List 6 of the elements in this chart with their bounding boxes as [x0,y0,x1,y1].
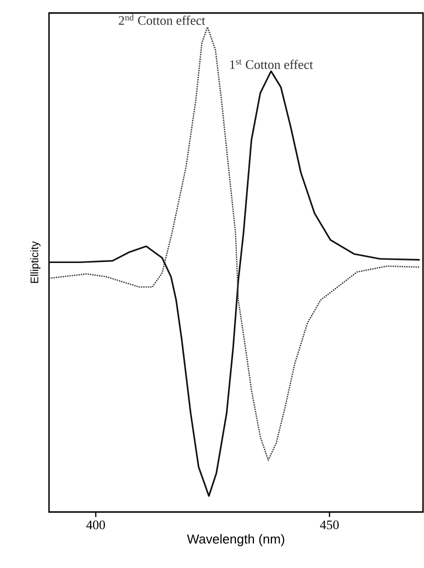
annotation: 1$^{st}$ Cotton effect [230,59,313,69]
x-tick-label: 450 [320,520,339,530]
x-tick-label: 400 [86,520,105,530]
annotation: 2$^{nd}$ Cotton effect [118,14,206,25]
y-axis-title: Ellipticity [30,241,40,283]
x-axis-title: Wavelength (nm) [186,534,284,546]
